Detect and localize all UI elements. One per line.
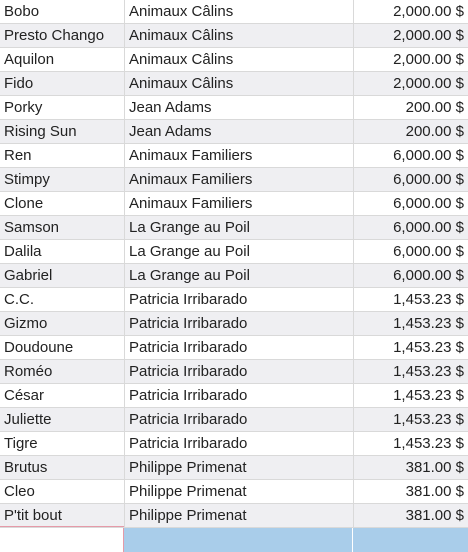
amount-cell[interactable]: 1,453.23 $ xyxy=(393,363,464,380)
table-row: Rising Sun Jean Adams 200.00 $ xyxy=(0,120,468,144)
pet-name-cell[interactable]: Stimpy xyxy=(0,168,125,191)
pet-name-cell[interactable]: Tigre xyxy=(0,432,125,455)
amount-cell[interactable]: 6,000.00 $ xyxy=(393,267,464,284)
table-row: Fido Animaux Câlins 2,000.00 $ xyxy=(0,72,468,96)
amount-cell[interactable]: 200.00 $ xyxy=(405,123,464,140)
owner-cell[interactable]: Animaux Câlins xyxy=(125,0,354,23)
amount-cell[interactable]: 2,000.00 $ xyxy=(393,51,464,68)
pet-name-cell[interactable]: Samson xyxy=(0,216,125,239)
owner-cell[interactable]: Patricia Irribarado xyxy=(125,360,354,383)
amount-cell[interactable]: 1,453.23 $ xyxy=(393,315,464,332)
amount-cell[interactable]: 200.00 $ xyxy=(405,99,464,116)
pet-name-cell[interactable]: Brutus xyxy=(0,456,125,479)
table-row: Stimpy Animaux Familiers 6,000.00 $ xyxy=(0,168,468,192)
table-row: P'tit bout Philippe Primenat 381.00 $ xyxy=(0,504,468,528)
amount-cell[interactable]: 1,453.23 $ xyxy=(393,411,464,428)
owner-cell[interactable]: La Grange au Poil xyxy=(125,216,354,239)
pet-name-cell[interactable]: Porky xyxy=(0,96,125,119)
amount-cell[interactable]: 6,000.00 $ xyxy=(393,171,464,188)
data-rows: Bobo Animaux Câlins 2,000.00 $ Presto Chang… xyxy=(0,0,468,528)
table-row: Aquilon Animaux Câlins 2,000.00 $ xyxy=(0,48,468,72)
pet-name-cell[interactable]: Rising Sun xyxy=(0,120,125,143)
owner-cell[interactable]: Animaux Câlins xyxy=(125,24,354,47)
amount-cell[interactable]: 381.00 $ xyxy=(405,459,464,476)
owner-cell[interactable]: Patricia Irribarado xyxy=(125,384,354,407)
pet-name-cell[interactable]: Presto Chango xyxy=(0,24,125,47)
table-row: Ren Animaux Familiers 6,000.00 $ xyxy=(0,144,468,168)
pet-name-cell[interactable]: P'tit bout xyxy=(0,504,125,527)
owner-cell[interactable]: Animaux Câlins xyxy=(125,72,354,95)
selected-cell-amount[interactable] xyxy=(353,528,468,552)
table-row: Presto Chango Animaux Câlins 2,000.00 $ xyxy=(0,24,468,48)
selected-cell-owner[interactable] xyxy=(124,528,353,552)
owner-cell[interactable]: Patricia Irribarado xyxy=(125,312,354,335)
owner-cell[interactable]: Philippe Primenat xyxy=(125,504,354,527)
pet-name-cell[interactable]: Gizmo xyxy=(0,312,125,335)
new-row xyxy=(0,528,468,552)
table-row: Porky Jean Adams 200.00 $ xyxy=(0,96,468,120)
table-row: Cleo Philippe Primenat 381.00 $ xyxy=(0,480,468,504)
owner-cell[interactable]: Patricia Irribarado xyxy=(125,408,354,431)
pet-name-cell[interactable]: Clone xyxy=(0,192,125,215)
table-row: Clone Animaux Familiers 6,000.00 $ xyxy=(0,192,468,216)
table-row: César Patricia Irribarado 1,453.23 $ xyxy=(0,384,468,408)
pet-name-cell[interactable]: C.C. xyxy=(0,288,125,311)
owner-cell[interactable]: Philippe Primenat xyxy=(125,456,354,479)
amount-cell[interactable]: 1,453.23 $ xyxy=(393,291,464,308)
owner-cell[interactable]: Animaux Familiers xyxy=(125,144,354,167)
pet-name-cell[interactable]: Cleo xyxy=(0,480,125,503)
table-row: C.C. Patricia Irribarado 1,453.23 $ xyxy=(0,288,468,312)
table-row: Juliette Patricia Irribarado 1,453.23 $ xyxy=(0,408,468,432)
pet-name-cell[interactable]: César xyxy=(0,384,125,407)
owner-cell[interactable]: La Grange au Poil xyxy=(125,264,354,287)
table-row: Brutus Philippe Primenat 381.00 $ xyxy=(0,456,468,480)
table-row: Gabriel La Grange au Poil 6,000.00 $ xyxy=(0,264,468,288)
pet-name-cell[interactable]: Roméo xyxy=(0,360,125,383)
pet-name-cell[interactable]: Ren xyxy=(0,144,125,167)
amount-cell[interactable]: 6,000.00 $ xyxy=(393,147,464,164)
owner-cell[interactable]: Patricia Irribarado xyxy=(125,336,354,359)
pet-name-cell[interactable]: Aquilon xyxy=(0,48,125,71)
owner-cell[interactable]: Animaux Familiers xyxy=(125,192,354,215)
table-row: Samson La Grange au Poil 6,000.00 $ xyxy=(0,216,468,240)
amount-cell[interactable]: 381.00 $ xyxy=(405,507,464,524)
owner-cell[interactable]: Animaux Familiers xyxy=(125,168,354,191)
table-row: Tigre Patricia Irribarado 1,453.23 $ xyxy=(0,432,468,456)
amount-cell[interactable]: 2,000.00 $ xyxy=(393,3,464,20)
amount-cell[interactable]: 1,453.23 $ xyxy=(393,387,464,404)
owner-cell[interactable]: La Grange au Poil xyxy=(125,240,354,263)
amount-cell[interactable]: 6,000.00 $ xyxy=(393,195,464,212)
owner-cell[interactable]: Philippe Primenat xyxy=(125,480,354,503)
pet-name-cell[interactable]: Juliette xyxy=(0,408,125,431)
owner-cell[interactable]: Jean Adams xyxy=(125,120,354,143)
table-row: Doudoune Patricia Irribarado 1,453.23 $ xyxy=(0,336,468,360)
active-cell-top-border xyxy=(0,526,124,527)
table-row: Roméo Patricia Irribarado 1,453.23 $ xyxy=(0,360,468,384)
owner-cell[interactable]: Patricia Irribarado xyxy=(125,288,354,311)
amount-cell[interactable]: 2,000.00 $ xyxy=(393,75,464,92)
owner-cell[interactable]: Jean Adams xyxy=(125,96,354,119)
pet-name-cell[interactable]: Doudoune xyxy=(0,336,125,359)
owner-cell[interactable]: Patricia Irribarado xyxy=(125,432,354,455)
owner-cell[interactable]: Animaux Câlins xyxy=(125,48,354,71)
table-row: Bobo Animaux Câlins 2,000.00 $ xyxy=(0,0,468,24)
amount-cell[interactable]: 381.00 $ xyxy=(405,483,464,500)
amount-cell[interactable]: 6,000.00 $ xyxy=(393,219,464,236)
table-row: Gizmo Patricia Irribarado 1,453.23 $ xyxy=(0,312,468,336)
pet-name-cell[interactable]: Gabriel xyxy=(0,264,125,287)
active-cell[interactable] xyxy=(0,528,124,552)
table-row: Dalila La Grange au Poil 6,000.00 $ xyxy=(0,240,468,264)
amount-cell[interactable]: 6,000.00 $ xyxy=(393,243,464,260)
amount-cell[interactable]: 1,453.23 $ xyxy=(393,339,464,356)
pet-name-cell[interactable]: Dalila xyxy=(0,240,125,263)
amount-cell[interactable]: 1,453.23 $ xyxy=(393,435,464,452)
pet-name-cell[interactable]: Bobo xyxy=(0,0,125,23)
amount-cell[interactable]: 2,000.00 $ xyxy=(393,27,464,44)
pet-name-cell[interactable]: Fido xyxy=(0,72,125,95)
